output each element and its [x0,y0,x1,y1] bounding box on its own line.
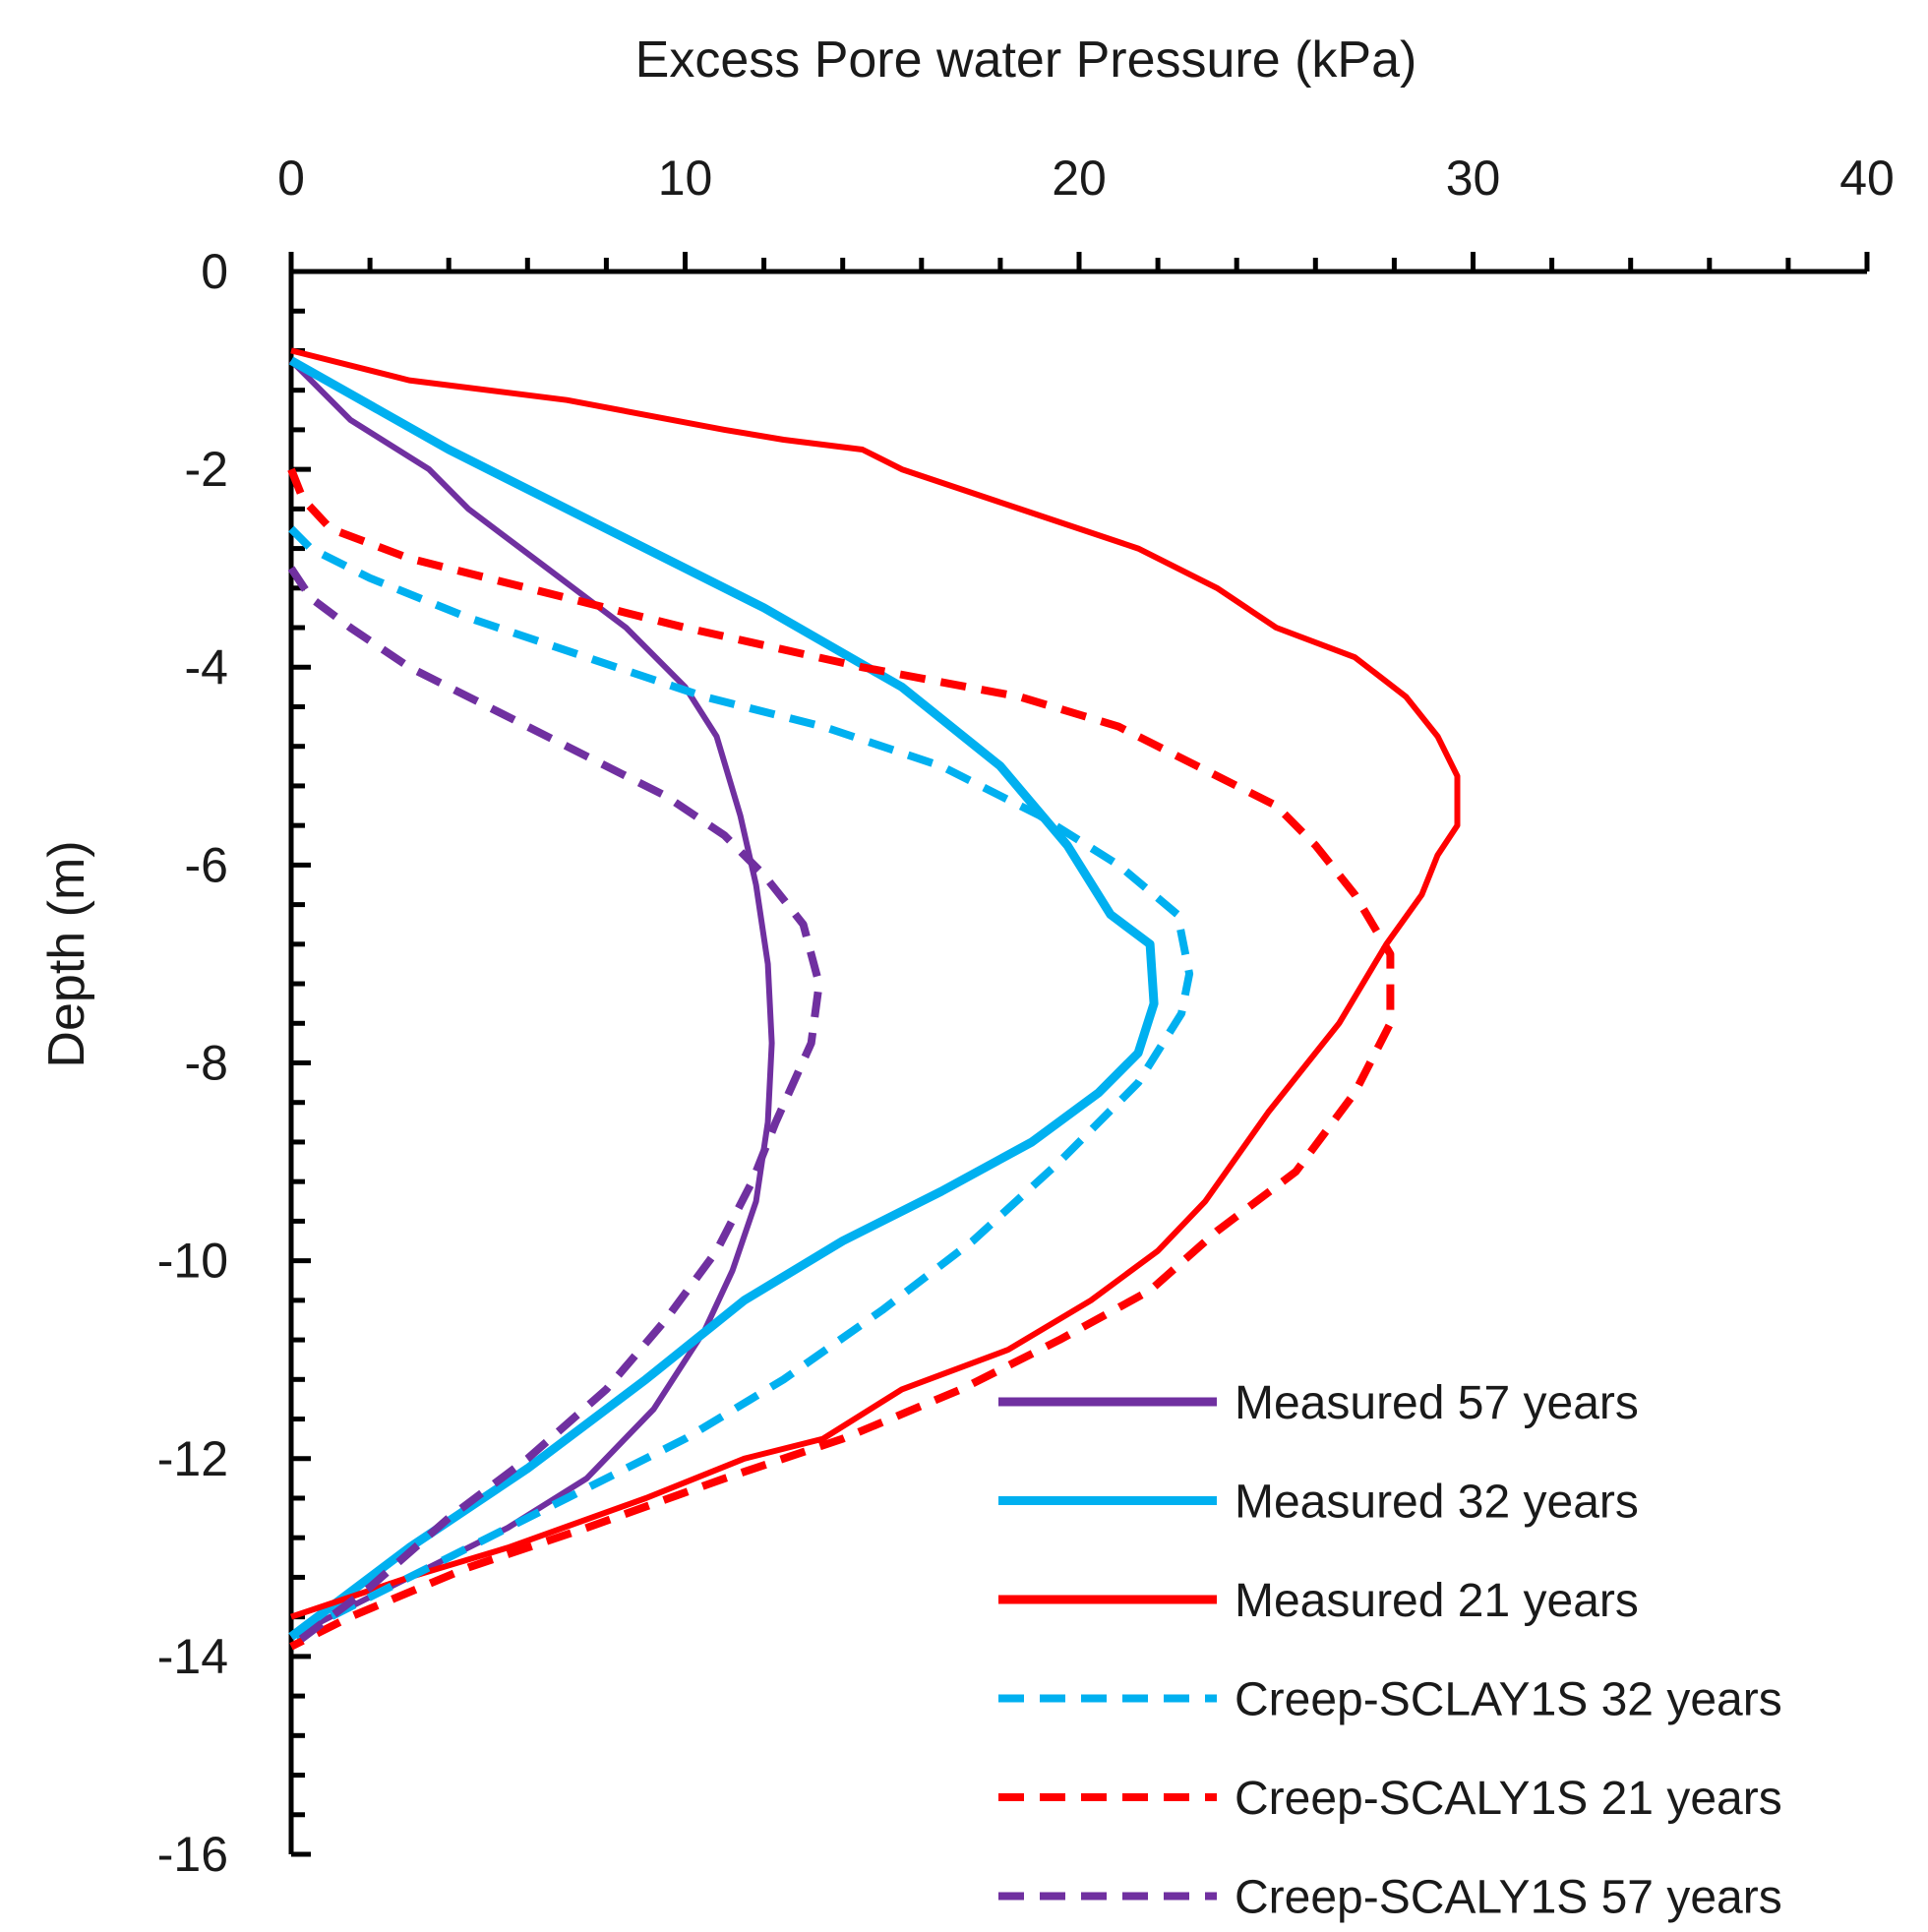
y-tick-label: -8 [185,1036,228,1091]
legend-label: Creep-SCALY1S 21 years [1235,1773,1782,1825]
series-line-1 [288,358,775,1640]
legend: Measured 57 years Measured 32 years Measur… [998,1377,1782,1924]
x-axis-title: Excess Pore water Pressure (kPa) [635,31,1417,89]
y-tick-label: 0 [201,244,228,299]
series-line-5 [287,467,1395,1651]
series-line-6 [287,566,823,1650]
y-tick-label: -10 [157,1234,228,1289]
series-line-2 [288,356,1159,1641]
y-tick-label: -14 [157,1629,228,1684]
legend-label: Measured 21 years [1235,1575,1639,1627]
plot-series [287,347,1461,1651]
y-tick-label: -4 [185,639,228,694]
x-tick-label: 10 [658,151,713,206]
y-tick-label: -16 [157,1827,228,1882]
axes: 0 10 20 30 40 0 -2 -4 -6 -8 -10 -12 -14 -16 [157,151,1895,1882]
x-tick-label: 30 [1446,151,1501,206]
y-tick-label: -12 [157,1431,228,1486]
x-tick-label: 0 [277,151,305,206]
legend-label: Creep-SCLAY1S 32 years [1235,1674,1782,1726]
legend-label: Measured 57 years [1235,1377,1639,1429]
series-line-4 [288,525,1194,1650]
y-axis-title: Depth (m) [38,840,95,1067]
x-tick-label: 40 [1839,151,1895,206]
legend-label: Measured 32 years [1235,1477,1639,1529]
y-tick-label: -6 [185,837,228,892]
series-line-3 [290,347,1461,1620]
x-tick-label: 20 [1052,151,1107,206]
y-tick-label: -2 [185,442,228,497]
legend-label: Creep-SCALY1S 57 years [1235,1872,1782,1924]
